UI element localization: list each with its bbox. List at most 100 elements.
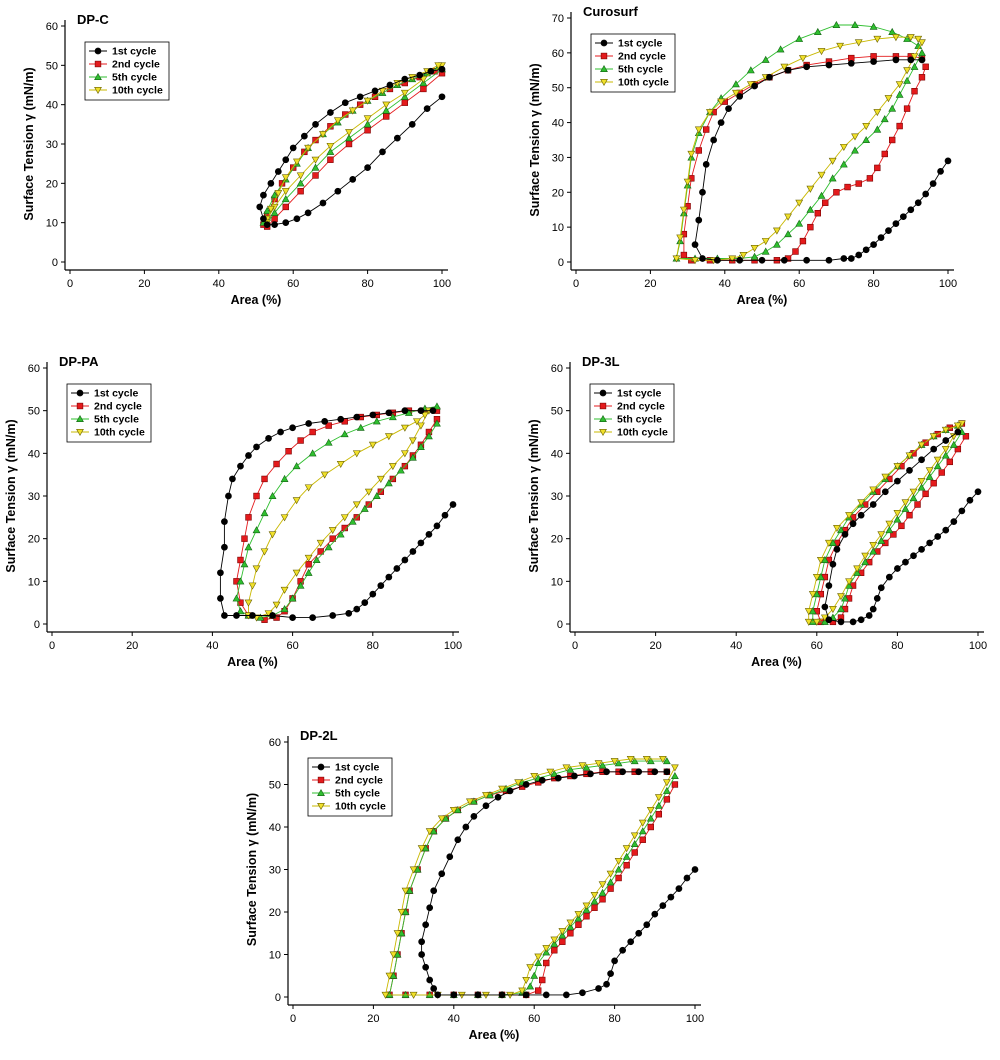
data-point — [271, 221, 278, 228]
data-point — [270, 208, 279, 216]
data-point — [248, 582, 257, 590]
data-point — [676, 234, 685, 242]
data-point — [277, 428, 284, 436]
data-point — [679, 206, 688, 214]
data-point — [667, 893, 675, 901]
legend-marker — [317, 776, 325, 784]
data-point — [449, 806, 458, 815]
data-point — [260, 548, 269, 556]
data-point — [409, 866, 418, 874]
data-point — [950, 518, 958, 525]
data-point — [941, 446, 950, 454]
data-point — [450, 991, 458, 999]
data-point — [607, 885, 614, 892]
data-point — [739, 252, 748, 260]
data-point — [662, 786, 671, 794]
data-point — [893, 515, 902, 523]
series-line — [388, 760, 676, 996]
data-point — [643, 921, 651, 929]
data-point — [372, 417, 381, 425]
data-point — [252, 565, 261, 573]
data-point — [385, 409, 393, 417]
data-point — [869, 605, 877, 613]
data-point — [270, 191, 279, 199]
x-tick-label: 100 — [444, 640, 462, 652]
x-axis-label: Area (%) — [227, 655, 278, 669]
legend-marker — [76, 414, 84, 423]
data-point — [663, 796, 671, 803]
data-point — [603, 980, 610, 988]
data-point — [851, 20, 859, 28]
data-point — [795, 219, 804, 227]
data-point — [305, 420, 313, 427]
legend-label: 2nd cycle — [618, 51, 666, 63]
series-3 — [232, 402, 441, 621]
data-point — [578, 762, 587, 770]
data-point — [289, 424, 296, 432]
data-point — [356, 423, 365, 431]
data-point — [282, 219, 290, 227]
data-point — [369, 590, 377, 598]
legend-label: 5th cycle — [112, 72, 157, 84]
data-point — [894, 477, 901, 485]
data-point — [683, 178, 692, 186]
data-point — [922, 490, 929, 498]
data-point — [522, 976, 531, 985]
y-tick-label: 20 — [28, 534, 40, 546]
x-tick-label: 0 — [49, 640, 55, 652]
data-point — [400, 89, 409, 97]
data-point — [401, 99, 408, 106]
data-point — [902, 558, 909, 566]
data-point — [566, 765, 575, 773]
data-point — [894, 565, 901, 572]
data-point — [252, 526, 261, 534]
data-point — [691, 257, 699, 265]
x-tick-label: 60 — [286, 640, 298, 652]
y-axis-label: Surface Tension γ (mN/m) — [22, 67, 36, 220]
data-point — [325, 422, 332, 429]
data-point — [462, 823, 470, 831]
data-point — [906, 34, 915, 42]
data-point — [622, 845, 631, 853]
y-tick-label: 40 — [551, 448, 563, 460]
series-1 — [256, 65, 446, 228]
data-point — [288, 594, 297, 602]
data-point — [930, 480, 937, 487]
data-point — [710, 136, 718, 144]
y-tick-label: 50 — [551, 406, 563, 418]
data-point — [598, 881, 607, 889]
data-point — [261, 475, 268, 483]
data-point — [280, 514, 289, 522]
data-point — [336, 460, 345, 469]
data-point — [413, 418, 421, 426]
y-tick-label: 0 — [52, 257, 58, 269]
data-point — [353, 413, 361, 421]
series-line — [808, 423, 963, 623]
data-point — [635, 768, 643, 776]
data-point — [877, 584, 885, 592]
data-point — [268, 531, 277, 539]
series-1 — [418, 768, 699, 999]
data-point — [658, 755, 667, 764]
chart-title: DP-PA — [59, 354, 99, 369]
data-point — [642, 755, 651, 764]
data-point — [670, 771, 679, 780]
data-point — [582, 763, 591, 771]
data-point — [567, 930, 574, 937]
data-point — [449, 501, 457, 508]
data-point — [372, 491, 381, 500]
data-point — [687, 150, 696, 158]
legend-marker — [599, 389, 607, 397]
data-point — [873, 125, 882, 133]
data-point — [393, 134, 401, 142]
data-point — [792, 248, 799, 255]
data-point — [282, 156, 290, 164]
y-tick-label: 50 — [552, 83, 564, 95]
data-point — [551, 947, 558, 954]
data-point — [845, 578, 853, 586]
data-point — [418, 938, 426, 946]
x-tick-label: 80 — [867, 278, 879, 290]
data-point — [401, 407, 409, 415]
legend-label: 2nd cycle — [617, 401, 665, 413]
data-point — [409, 991, 418, 999]
